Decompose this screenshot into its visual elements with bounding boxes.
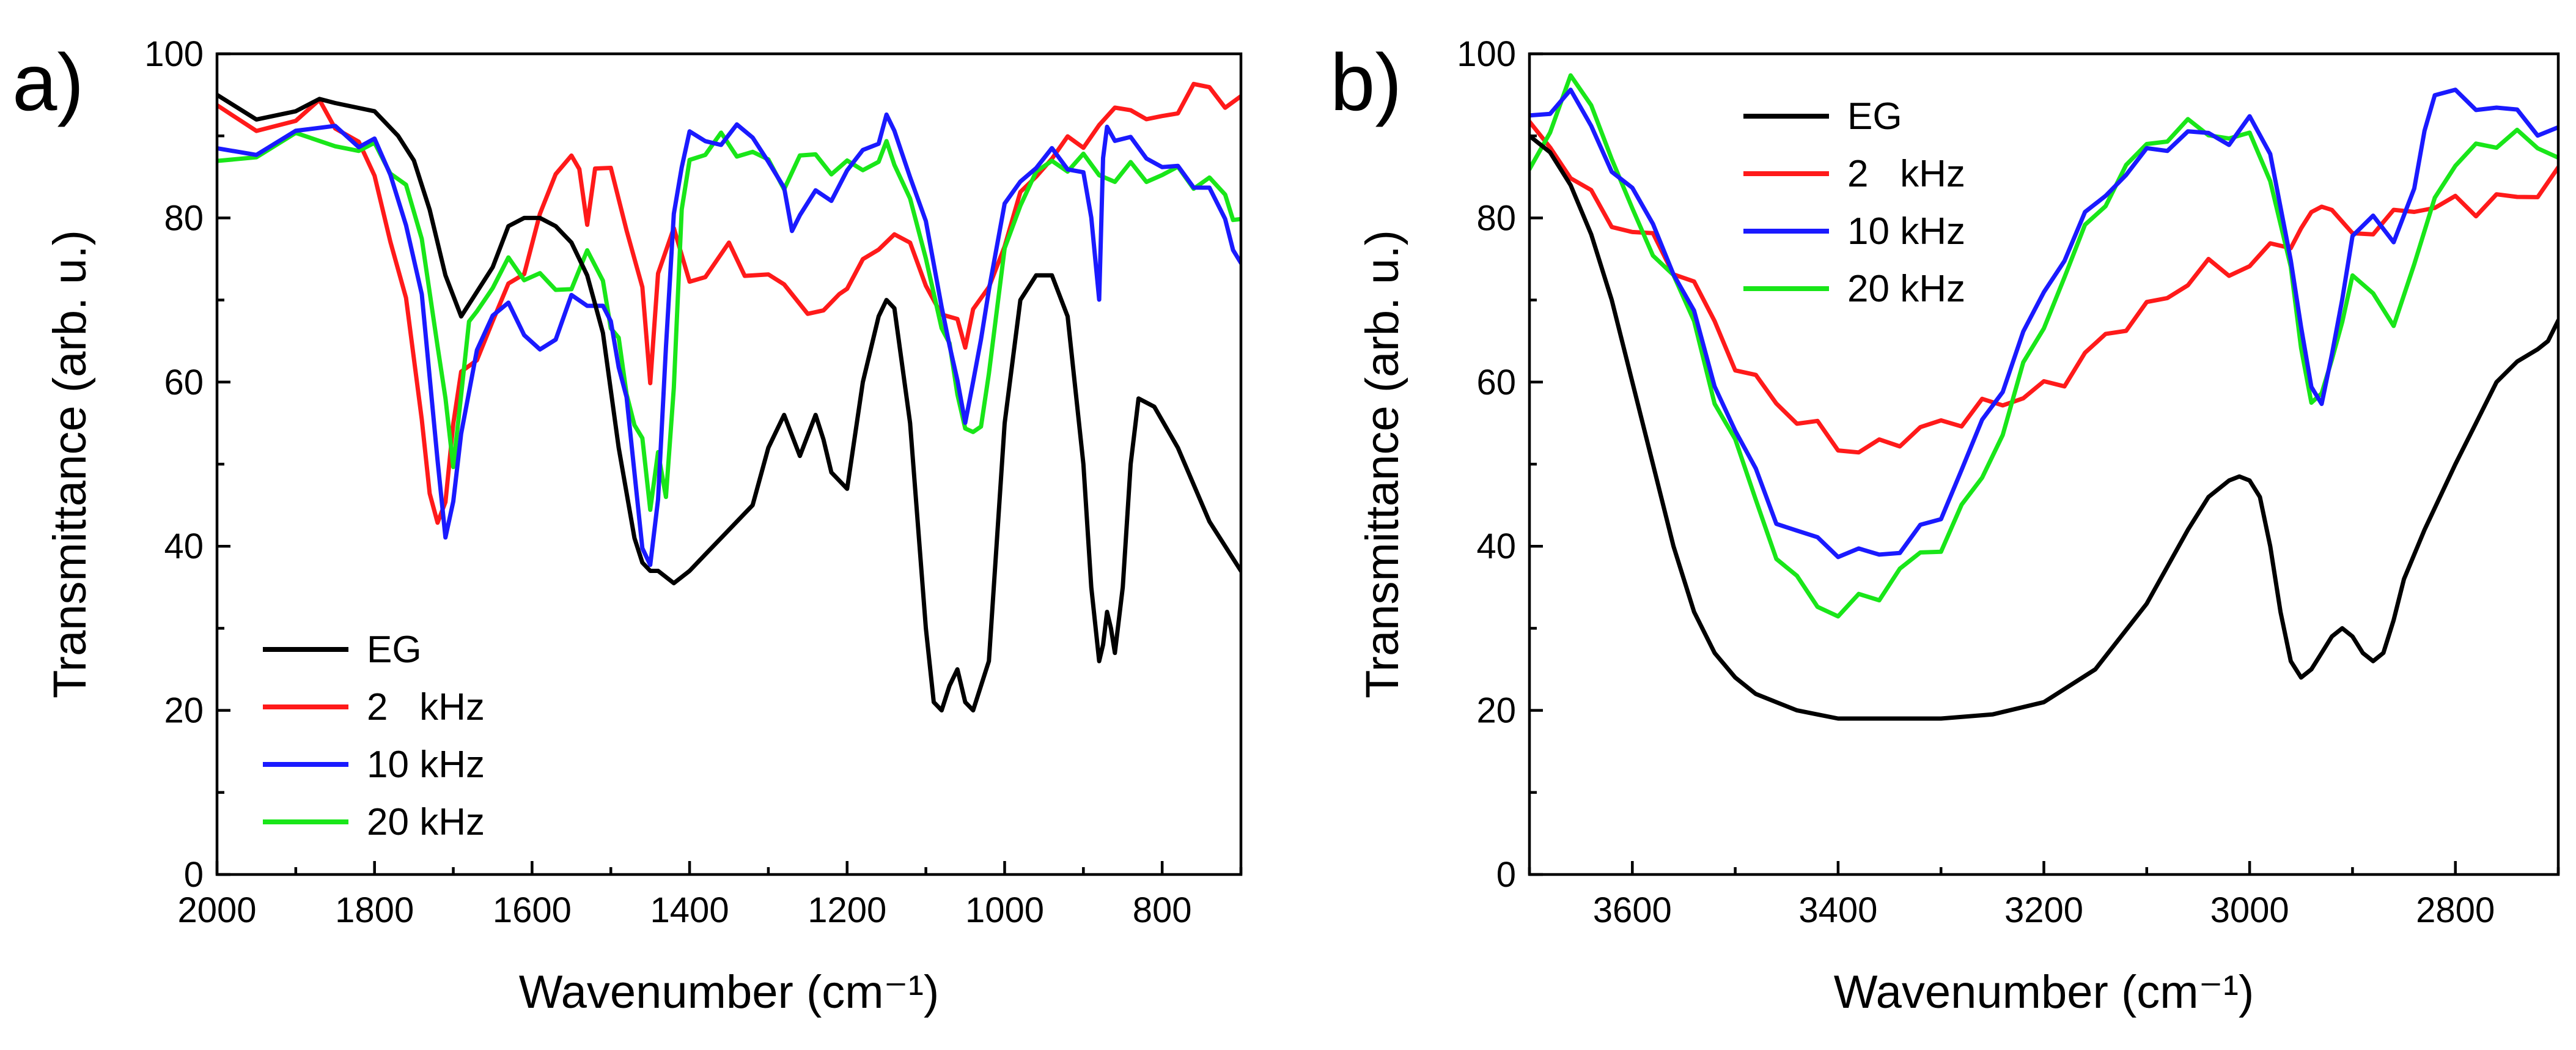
series-line-10-khz	[1529, 87, 2558, 560]
x-tick-label: 1000	[965, 890, 1044, 930]
series-line-20-khz	[1529, 73, 2558, 619]
y-axis-title: Transmittance (arb. u.)	[44, 230, 96, 698]
legend-label: EG	[367, 629, 422, 671]
y-tick-label: 40	[164, 527, 204, 566]
y-tick-label: 0	[1496, 855, 1516, 895]
legend-label: 10 kHz	[1847, 210, 1965, 253]
y-tick-label: 60	[1476, 363, 1516, 402]
panel-b-chart: 3600 3400 3200 3000 2800 0 20 40 60 80 100 Wavenumb…	[1356, 34, 2560, 1018]
x-axis-title: Wavenumber (cm⁻¹)	[519, 966, 940, 1018]
legend: EG 2 kHz 10 kHz 20 kHz	[263, 629, 485, 843]
x-tick-label: 2800	[2416, 890, 2495, 930]
series-line-20-khz	[217, 130, 1241, 512]
x-tick-label: 2000	[177, 890, 256, 930]
series-line-eg	[217, 92, 1241, 713]
legend-label: EG	[1847, 95, 1902, 138]
series-line-2-khz	[1529, 119, 2558, 455]
x-tick-label: 1800	[335, 890, 414, 930]
x-axis-title: Wavenumber (cm⁻¹)	[1834, 966, 2254, 1018]
panel-b-label: b)	[1330, 37, 1402, 127]
legend-label: 20 kHz	[1847, 268, 1965, 310]
series-line-2-khz	[217, 81, 1241, 525]
x-tick-label: 3200	[2004, 890, 2083, 930]
series-line-eg	[1529, 133, 2558, 721]
y-tick-label: 100	[1457, 34, 1516, 74]
legend-label: 20 kHz	[367, 801, 485, 843]
legend-label: 10 kHz	[367, 744, 485, 786]
x-tick-label: 3600	[1593, 890, 1672, 930]
y-tick-label: 40	[1476, 527, 1516, 566]
x-tick-label: 800	[1133, 890, 1192, 930]
y-axis-title: Transmittance (arb. u.)	[1356, 230, 1408, 698]
y-tick-label: 80	[1476, 198, 1516, 238]
y-tick-label: 60	[164, 363, 204, 402]
legend-label: 2 kHz	[1847, 153, 1965, 195]
legend: EG 2 kHz 10 kHz 20 kHz	[1743, 95, 1965, 310]
plot-area	[217, 81, 1241, 713]
y-tick-label: 20	[1476, 691, 1516, 731]
plot-area	[1529, 73, 2558, 721]
x-tick-label: 1600	[493, 890, 572, 930]
y-tick-label: 0	[184, 855, 204, 895]
x-tick-label: 3000	[2210, 890, 2289, 930]
y-tick-label: 100	[144, 34, 204, 74]
x-tick-label: 3400	[1798, 890, 1877, 930]
plot-frame	[1528, 52, 2560, 876]
x-tick-label: 1200	[808, 890, 886, 930]
panel-a-chart: 2000 1800 1600 1400 1200 1000 800 0 20 40 60 80 100 W…	[44, 34, 1243, 1018]
x-tick-label: 1400	[650, 890, 729, 930]
y-tick-label: 20	[164, 691, 204, 731]
y-tick-label: 80	[164, 198, 204, 238]
panel-a-label: a)	[12, 37, 84, 127]
legend-label: 2 kHz	[367, 686, 485, 728]
series-line-10-khz	[217, 112, 1241, 568]
